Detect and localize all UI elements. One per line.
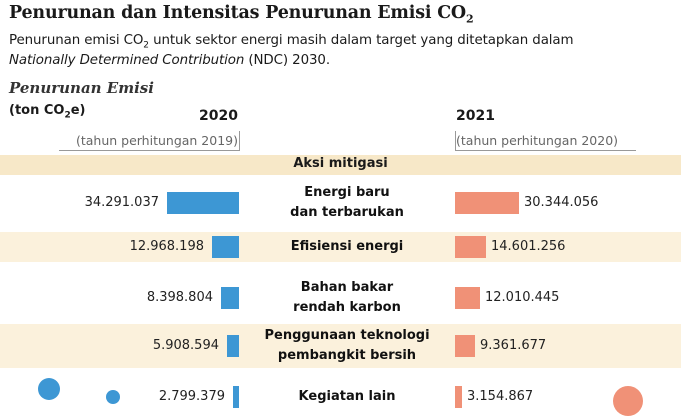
- chart-title: Penurunan dan Intensitas Penurunan Emisi…: [9, 3, 474, 26]
- category-label-line: dan terbarukan: [290, 205, 404, 220]
- bar-2020: [233, 386, 239, 408]
- category-label: Efisiensi energi: [240, 237, 454, 257]
- category-label: Kegiatan lain: [240, 387, 454, 407]
- group-header-label: Aksi mitigasi: [293, 156, 388, 171]
- value-label-2021: 3.154.867: [467, 389, 534, 404]
- bar-2021: [455, 386, 462, 408]
- category-label-line: rendah karbon: [293, 300, 401, 315]
- category-label: Penggunaan teknologi pembangkit bersih: [240, 326, 454, 366]
- bar-2020: [212, 236, 239, 258]
- series-2020-label: 2020: [199, 108, 238, 124]
- decor-dot-coral: [613, 386, 643, 416]
- series-2021-label: 2021: [456, 108, 495, 124]
- bar-2021: [455, 287, 480, 309]
- value-label-2020: 5.908.594: [152, 338, 219, 353]
- row-band: [0, 232, 681, 262]
- category-label-line: Efisiensi energi: [290, 239, 404, 254]
- value-label-2021: 12.010.445: [485, 290, 560, 305]
- decor-dot-large-blue: [38, 378, 60, 400]
- value-label-2020: 8.398.804: [146, 290, 213, 305]
- group-header-band: [0, 155, 681, 175]
- bar-2021: [455, 335, 475, 357]
- value-label-2020: 34.291.037: [84, 195, 159, 210]
- unit-label: (ton CO2e): [9, 103, 86, 121]
- section-title: Penurunan Emisi: [9, 79, 154, 97]
- category-label-line: Penggunaan teknologi: [264, 328, 430, 343]
- value-label-2021: 14.601.256: [491, 239, 566, 254]
- category-label: Bahan bakar rendah karbon: [240, 278, 454, 318]
- series-2021-basis: (tahun perhitungan 2020): [456, 133, 619, 148]
- series-2020-basis: (tahun perhitungan 2019): [75, 133, 238, 148]
- category-label-line: Energi baru: [304, 185, 390, 200]
- chart-subtitle-line2: Nationally Determined Contribution (NDC)…: [9, 53, 331, 68]
- bar-2020: [167, 192, 239, 214]
- chart-subtitle-line1: Penurunan emisi CO2 untuk sektor energi …: [9, 33, 574, 51]
- bar-2021: [455, 192, 519, 214]
- bar-2021: [455, 236, 486, 258]
- bar-2020: [227, 335, 239, 357]
- category-label-line: Kegiatan lain: [298, 389, 396, 404]
- category-label-line: Bahan bakar: [300, 280, 394, 295]
- value-label-2020: 2.799.379: [158, 389, 225, 404]
- value-label-2020: 12.968.198: [129, 239, 204, 254]
- category-label-line: pembangkit bersih: [277, 348, 417, 363]
- bracket-2020: [59, 131, 240, 151]
- row-band: [0, 324, 681, 368]
- value-label-2021: 9.361.677: [480, 338, 547, 353]
- bracket-2021: [455, 131, 636, 151]
- category-label: Energi baru dan terbarukan: [240, 183, 454, 223]
- decor-dot-small-blue: [106, 390, 120, 404]
- bar-2020: [221, 287, 239, 309]
- value-label-2021: 30.344.056: [524, 195, 599, 210]
